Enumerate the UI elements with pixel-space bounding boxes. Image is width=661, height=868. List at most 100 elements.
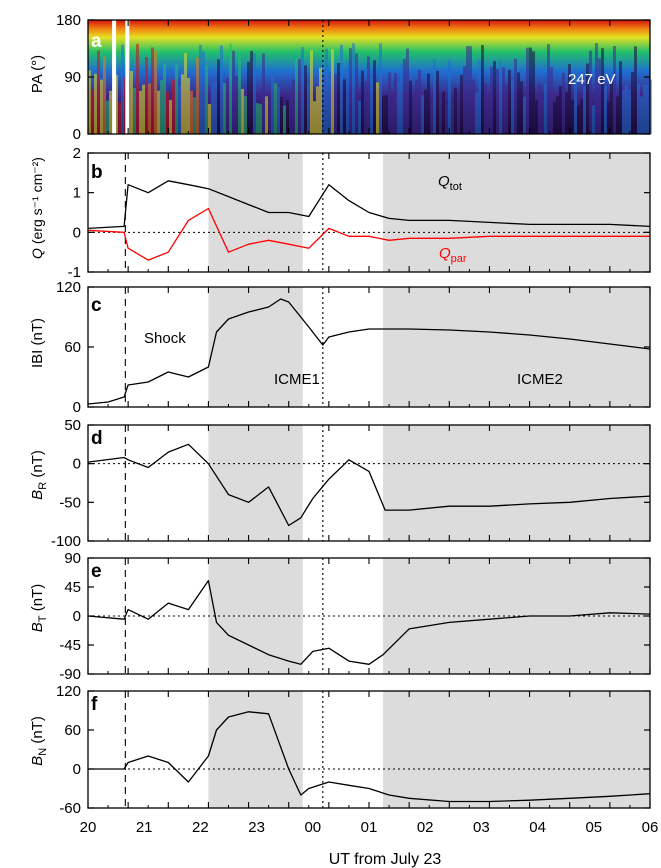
spectrogram-stripe: [370, 77, 373, 134]
spectrogram-stripe: [307, 82, 310, 134]
spectrogram-stripe: [496, 68, 499, 134]
shade-2-1: [383, 287, 650, 407]
spectrogram-stripe: [451, 103, 454, 134]
spectrogram-stripe: [232, 50, 235, 134]
spectrogram-stripe: [643, 84, 646, 134]
spectrogram-stripe: [355, 53, 358, 134]
ytick-label-3-1: -50: [59, 494, 81, 511]
xtick-label-0: 20: [80, 819, 97, 836]
x-axis-title: UT from July 23: [329, 851, 442, 868]
ylabel-c: IBI (nT): [29, 318, 46, 368]
spectrogram-stripe: [250, 50, 253, 135]
spectrogram-stripe: [238, 55, 241, 134]
spectrogram-stripe: [457, 90, 460, 134]
spectrogram-stripe: [244, 95, 247, 134]
ytick-label-2-1: 60: [64, 339, 81, 356]
spectrogram-stripe: [466, 46, 469, 134]
ytick-label-0-0: 0: [73, 126, 81, 143]
ytick-label-4-1: -45: [59, 637, 81, 654]
panel-letter-a: a: [91, 31, 102, 52]
ytick-label-4-0: -90: [59, 666, 81, 683]
panel-letter-d: d: [91, 428, 103, 449]
spectrogram-stripe: [88, 70, 91, 134]
spectrogram-stripe: [286, 100, 289, 134]
spectrogram-stripe: [583, 86, 586, 134]
spectrogram-stripe: [397, 81, 400, 134]
spectrogram-stripe: [145, 57, 148, 135]
ylabel-f: BN (nT): [29, 716, 49, 766]
ylabel-a: PA (°): [29, 55, 46, 93]
spectrogram-stripe: [331, 49, 334, 135]
ylabel-e: BT (nT): [29, 584, 49, 632]
spectrogram-stripe: [184, 52, 187, 135]
spectrogram-stripe: [589, 50, 592, 135]
series-d: [87, 443, 651, 527]
spectrogram-stripe: [349, 48, 352, 134]
spectrogram-stripe: [490, 66, 493, 134]
spectrogram-stripe: [304, 65, 307, 134]
spectrogram-stripe: [235, 76, 238, 134]
spectrogram-stripe: [478, 60, 481, 134]
spectrogram-stripe: [367, 56, 370, 135]
panel-letter-f: f: [91, 694, 98, 715]
spectrogram-stripe: [202, 51, 205, 134]
spectrogram-stripe: [463, 66, 466, 134]
spectrogram-stripe: [442, 91, 445, 134]
series-b-1: [87, 207, 650, 261]
spectrogram-stripe: [481, 45, 484, 134]
spectrogram-stripe: [340, 44, 343, 134]
spectrogram-stripe: [298, 59, 301, 134]
spectrogram-stripe: [181, 74, 184, 134]
spectrogram-stripe: [301, 47, 304, 134]
shade-2-0: [208, 287, 303, 407]
spectrogram-stripe: [190, 90, 193, 134]
xtick-label-6: 02: [417, 819, 434, 836]
ytick-label-1-3: 2: [73, 145, 81, 162]
panel-letter-e: e: [91, 561, 102, 582]
spectrogram-stripe: [91, 90, 94, 134]
spectrogram-stripe: [211, 83, 214, 134]
spectrogram-stripe: [634, 46, 637, 134]
spectrogram-gap-1: [125, 20, 130, 134]
spectrogram-stripe: [403, 59, 406, 134]
ytick-label-1-2: 1: [73, 185, 81, 202]
spectrogram-stripe: [193, 97, 196, 134]
spectrogram-stripe: [529, 47, 532, 135]
spectrogram-stripe: [460, 74, 463, 134]
spectrogram-stripe: [487, 95, 490, 134]
spectrogram-stripe: [277, 86, 280, 134]
spectrogram-stripe: [247, 61, 250, 134]
spectrogram-stripe: [604, 86, 607, 134]
spectrogram-stripe: [283, 105, 286, 134]
spectrogram-stripe: [520, 81, 523, 134]
spectrogram-stripe: [199, 44, 202, 135]
spectrogram-stripe: [172, 79, 175, 134]
series-f: [88, 711, 651, 803]
spectrogram-stripe: [187, 77, 190, 134]
ytick-label-3-2: 0: [73, 456, 81, 473]
ytick-label-4-2: 0: [73, 608, 81, 625]
spectrogram-stripe: [256, 103, 259, 134]
ytick-label-3-3: 50: [64, 417, 81, 434]
spectrogram-stripe: [415, 79, 418, 134]
ytick-label-5-0: -60: [59, 800, 81, 817]
series-b-0: [87, 180, 651, 230]
data-traces: [87, 180, 651, 803]
spectrogram-stripe: [346, 61, 349, 135]
ytick-label-2-0: 0: [73, 399, 81, 416]
spectrogram-stripe: [508, 69, 511, 134]
spectrogram-stripe: [358, 100, 361, 134]
spectrogram-stripe: [151, 47, 154, 134]
spectrogram-stripe: [526, 47, 529, 134]
spectrogram-stripe: [310, 50, 313, 134]
q-par-label: Qpar: [439, 245, 467, 265]
spectrogram-stripe: [133, 87, 136, 134]
shade-1-1: [383, 153, 650, 272]
spectrogram-stripe: [517, 72, 520, 134]
spectrogram-stripe: [220, 45, 223, 134]
spectrogram-stripe: [97, 50, 100, 135]
spectrogram-stripe: [514, 58, 517, 135]
spectrogram-stripe: [607, 101, 610, 134]
spectrogram-stripe: [454, 88, 457, 134]
